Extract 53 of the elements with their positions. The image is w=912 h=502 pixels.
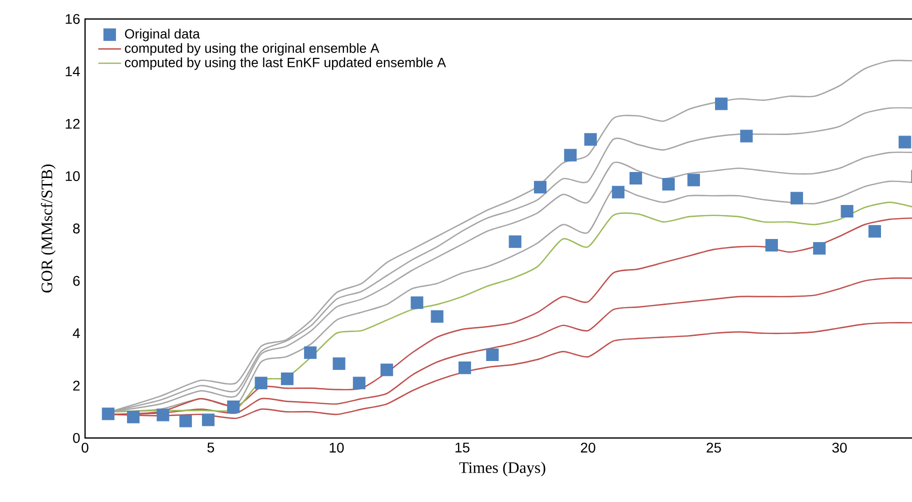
point (352, 376, 366, 390)
point (227, 400, 240, 414)
point (564, 148, 577, 162)
point (584, 133, 597, 146)
point (630, 172, 642, 184)
point (332, 357, 346, 370)
y-tick-label: 6 (73, 276, 80, 286)
x-tick-label: 20 (580, 442, 596, 453)
x-tick-label: 5 (207, 442, 214, 452)
y-tick-label: 0 (73, 433, 80, 443)
point (179, 414, 192, 428)
point (280, 372, 294, 386)
y-tick-label: 8 (73, 224, 80, 234)
legend-label: computed by using the last EnKF updated ensemble A (124, 57, 446, 70)
y-tick-label: 16 (66, 14, 80, 24)
point (534, 180, 547, 194)
point (202, 414, 215, 426)
y-axis-title: GOR (MMscf/STB) (40, 164, 56, 293)
point (898, 136, 912, 148)
y-tick-label: 10 (66, 171, 80, 182)
point (102, 408, 114, 420)
point (508, 235, 522, 248)
y-tick-label: 14 (66, 66, 80, 76)
point (715, 98, 728, 110)
point (486, 348, 499, 361)
x-tick-label: 30 (832, 442, 847, 453)
y-tick-label: 12 (66, 118, 80, 129)
point (156, 408, 170, 422)
x-tick-label: 10 (330, 442, 344, 453)
y-tick-label: 2 (73, 380, 80, 390)
point (254, 376, 268, 390)
point (662, 178, 675, 191)
point (765, 238, 778, 252)
x-tick-label: 0 (82, 442, 88, 453)
x-axis-title: Times (Days) (459, 462, 546, 476)
y-tick-label: 4 (72, 328, 80, 338)
point (380, 364, 394, 376)
point (410, 296, 424, 309)
point (813, 242, 826, 255)
point (740, 130, 753, 142)
point (430, 310, 444, 323)
point (127, 410, 140, 424)
point (304, 346, 317, 359)
point (687, 174, 700, 186)
point (790, 192, 804, 204)
point (612, 186, 624, 198)
point (868, 225, 881, 238)
legend-label: Original data (125, 28, 200, 42)
x-tick-label: 25 (706, 442, 721, 453)
x-tick-label: 15 (456, 442, 470, 452)
point (458, 362, 472, 374)
legend-label: computed by using the original ensemble A (124, 43, 380, 56)
point (840, 204, 854, 218)
